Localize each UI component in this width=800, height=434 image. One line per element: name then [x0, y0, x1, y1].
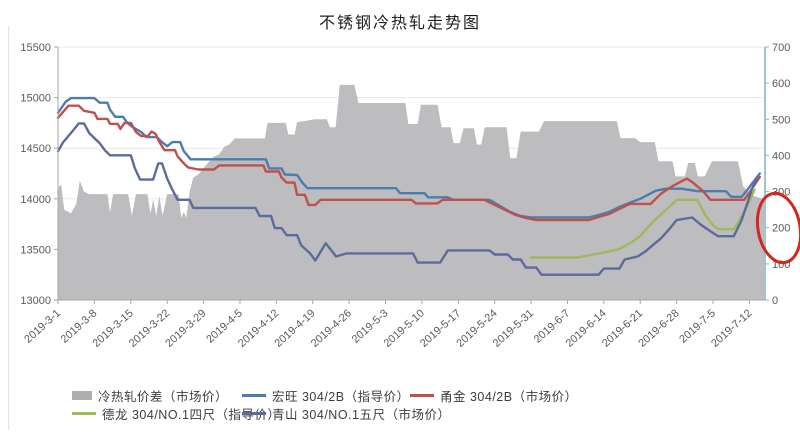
left-axis-tick-label: 15500	[20, 42, 51, 54]
left-axis-tick-label: 15000	[20, 93, 51, 105]
right-axis-tick-label: 300	[772, 187, 790, 199]
right-axis-tick-label: 600	[772, 78, 790, 90]
legend-item-2: 甬金 304/2B（市场价）	[410, 386, 578, 405]
line-series-3	[529, 188, 756, 259]
legend-line-swatch-1	[242, 394, 266, 397]
x-axis-tick-label: 2019-5-31	[491, 307, 536, 349]
legend-label-3: 德龙 304/NO.1四尺（指导价）	[102, 408, 281, 422]
right-axis-tick-label: 700	[772, 42, 790, 54]
legend-item-1: 宏旺 304/2B（指导价）	[242, 386, 410, 405]
legend-line-swatch-3	[72, 412, 96, 415]
left-axis-tick-label: 13000	[20, 295, 51, 307]
legend-item-3: 德龙 304/NO.1四尺（指导价）	[72, 404, 280, 423]
line-series-4	[56, 122, 759, 276]
page-frame-line	[8, 26, 9, 430]
legend-label-0: 冷热轧价差（市场价）	[98, 390, 229, 404]
legend-label-4: 青山 304/NO.1五尺（市场价）	[272, 408, 451, 422]
legend-item-4: 青山 304/NO.1五尺（市场价）	[242, 404, 450, 423]
legend-item-0: 冷热轧价差（市场价）	[72, 386, 228, 405]
x-axis-tick-label: 2019-3-1	[22, 307, 63, 345]
x-axis-tick-label: 2019-4-26	[309, 307, 354, 349]
left-axis-tick-label: 13500	[20, 244, 51, 256]
right-axis-tick-label: 0	[772, 295, 778, 307]
right-axis-tick-label: 400	[772, 150, 790, 162]
axes	[54, 47, 766, 301]
legend-line-swatch-4	[242, 412, 266, 415]
x-axis-labels: 2019-3-12019-3-82019-3-152019-3-222019-3…	[22, 300, 754, 350]
x-axis-tick-label: 2019-7-12	[709, 307, 754, 349]
legend-area-swatch-0	[72, 391, 92, 400]
chart-title: 不锈钢冷热轧走势图	[318, 15, 481, 32]
legend-label-2: 甬金 304/2B（市场价）	[440, 390, 578, 404]
legend-line-swatch-2	[410, 394, 434, 397]
right-axis-tick-label: 500	[772, 114, 790, 126]
x-axis-tick-label: 2019-6-28	[636, 307, 681, 349]
legend-label-1: 宏旺 304/2B（指导价）	[272, 390, 410, 404]
left-axis-labels: 13000 13500 14000 14500 15000 15500	[20, 42, 58, 307]
left-axis-tick-label: 14500	[20, 143, 51, 155]
line-series-2	[56, 104, 761, 222]
x-axis-tick-label: 2019-3-29	[163, 307, 208, 349]
right-axis-tick-label: 200	[772, 223, 790, 235]
chart-legend: 冷热轧价差（市场价） 宏旺 304/2B（指导价） 甬金 304/2B（市场价） 德龙…	[0, 378, 800, 430]
left-axis-tick-label: 14000	[20, 194, 51, 206]
